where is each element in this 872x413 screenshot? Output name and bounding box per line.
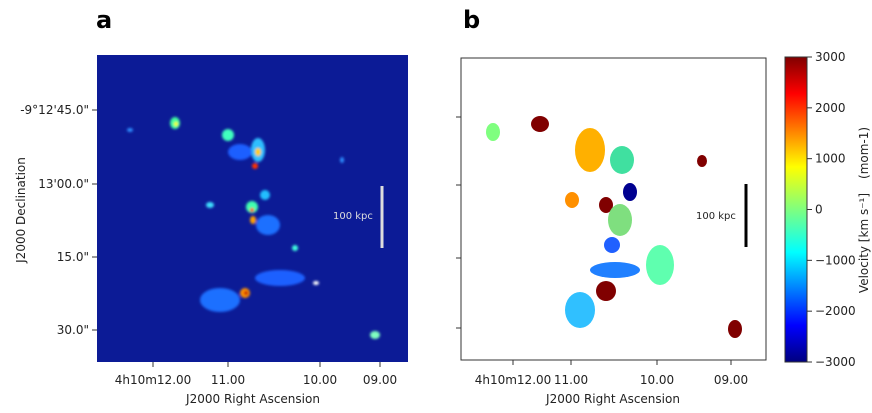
colorbar-tick-label: 1000	[815, 152, 846, 166]
x-tick-label: 09.00	[714, 373, 748, 387]
blob	[222, 129, 234, 141]
blob	[575, 128, 605, 172]
blob	[250, 208, 254, 212]
colorbar-label-main: Velocity [km s⁻¹]	[857, 193, 871, 293]
x-tick-label: 10.00	[303, 373, 337, 387]
blob	[252, 163, 258, 169]
blob	[697, 155, 707, 167]
panel-label: a	[96, 6, 112, 34]
x-tick-label: 11.00	[211, 373, 245, 387]
blob	[486, 123, 500, 141]
blob	[565, 292, 595, 328]
blob	[728, 320, 742, 338]
colorbar-label: Velocity [km s⁻¹] (mom-1)	[857, 127, 871, 293]
x-label: J2000 Right Ascension	[185, 392, 320, 406]
x-label: J2000 Right Ascension	[545, 392, 680, 406]
blob	[200, 288, 240, 312]
blob	[260, 190, 270, 200]
blob	[255, 270, 305, 286]
blob	[370, 331, 380, 339]
x-tick-label: 11.00	[554, 373, 588, 387]
blob	[292, 245, 298, 251]
scale-label: 100 kpc	[696, 211, 736, 222]
blob	[313, 281, 319, 285]
colorbar-tick-label: −2000	[815, 304, 856, 318]
colorbar	[784, 56, 808, 363]
blob	[206, 202, 214, 208]
colorbar-tick-label: −1000	[815, 253, 856, 267]
colorbar-tick-label: −3000	[815, 355, 856, 369]
x-tick-label: 10.00	[640, 373, 674, 387]
blob	[255, 148, 261, 156]
scale-label: 100 kpc	[333, 211, 373, 222]
colorbar-tick-label: 2000	[815, 101, 846, 115]
blob	[531, 116, 549, 132]
blob	[250, 216, 256, 224]
blob	[244, 291, 248, 295]
blob	[608, 204, 632, 236]
blob	[590, 262, 640, 278]
blob	[623, 183, 637, 201]
y-label: J2000 Declination	[14, 157, 28, 264]
y-tick-label: 13'00.0"	[38, 177, 89, 191]
emission-a	[127, 117, 380, 339]
blob	[596, 281, 616, 301]
blob	[174, 122, 178, 126]
blob	[565, 192, 579, 208]
blob	[599, 197, 613, 213]
x-tick-label: 4h10m12.00	[115, 373, 192, 387]
blob	[610, 146, 634, 174]
blob	[228, 144, 252, 160]
y-tick-label: -9°12'45.0"	[20, 103, 89, 117]
velocity-b	[486, 116, 742, 338]
blob	[127, 128, 133, 132]
y-tick-label: 30.0"	[57, 323, 89, 337]
x-tick-label: 09.00	[363, 373, 397, 387]
blob	[604, 237, 620, 253]
x-tick-label: 4h10m12.00	[475, 373, 552, 387]
panel-label: b	[463, 6, 480, 34]
colorbar-tick-label: 3000	[815, 50, 846, 64]
blob	[256, 215, 280, 235]
blob	[646, 245, 674, 285]
colorbar-tick-label: 0	[815, 203, 823, 217]
y-tick-label: 15.0"	[57, 250, 89, 264]
blob	[340, 157, 344, 163]
blob	[246, 201, 258, 213]
colorbar-label-suffix: (mom-1)	[857, 127, 871, 179]
